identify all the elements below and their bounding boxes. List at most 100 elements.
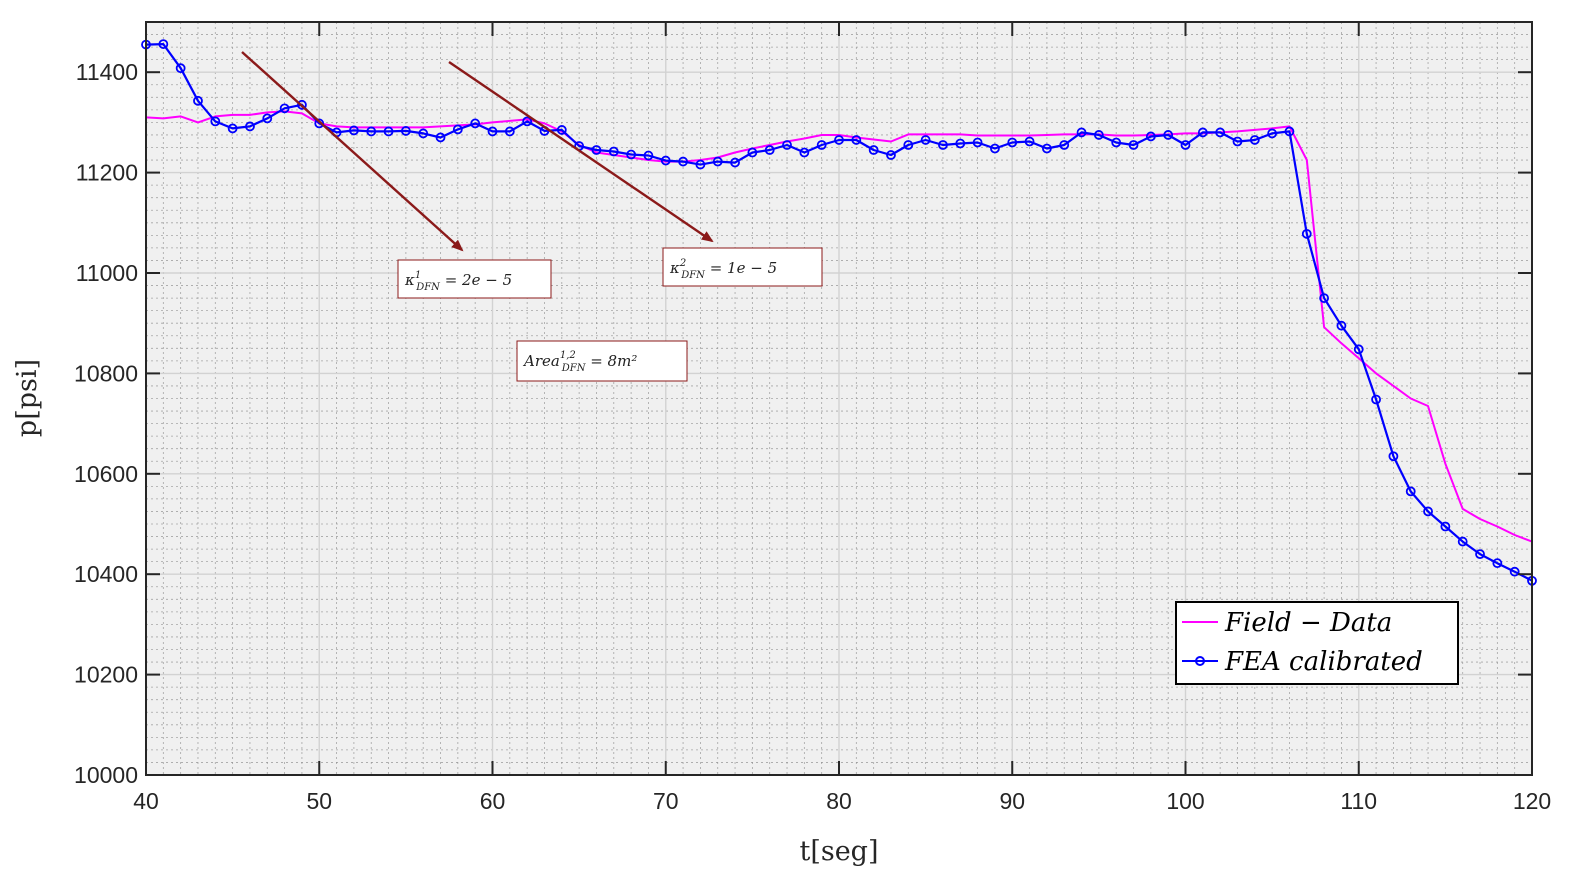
y-tick-label: 11000	[76, 260, 138, 286]
data-point	[418, 128, 429, 139]
data-point	[626, 149, 636, 160]
x-tick-label: 110	[1340, 788, 1377, 814]
data-point	[297, 99, 307, 110]
x-tick-label: 50	[306, 788, 332, 814]
data-point	[158, 39, 169, 49]
data-point	[1197, 127, 1208, 138]
data-point	[1336, 320, 1347, 331]
data-point	[782, 140, 792, 150]
data-point	[452, 124, 463, 135]
data-point	[1059, 140, 1070, 150]
data-point	[1388, 451, 1399, 462]
data-point	[643, 150, 654, 161]
data-point	[764, 145, 775, 155]
x-tick-label: 80	[826, 788, 852, 814]
data-point	[487, 126, 498, 137]
data-point	[193, 95, 203, 106]
data-point	[1163, 130, 1174, 140]
data-point	[1353, 344, 1364, 355]
y-tick-label: 11200	[76, 160, 138, 186]
data-point	[747, 147, 758, 158]
data-point	[1440, 521, 1451, 532]
legend: Field − Data FEA calibrated	[1175, 601, 1459, 685]
data-point	[1509, 566, 1520, 577]
series-line-fea-calibrated	[145, 42, 1533, 582]
data-point	[851, 135, 862, 145]
data-point	[712, 156, 723, 167]
x-tick-labels: 40 50 60 70 80 90 100 110 120	[133, 788, 1551, 814]
data-point	[400, 126, 411, 136]
data-point	[262, 113, 273, 124]
data-point	[834, 135, 844, 145]
data-point	[1475, 549, 1485, 560]
legend-label-fea: FEA calibrated	[1224, 647, 1423, 677]
data-point	[1093, 130, 1104, 140]
x-tick-label: 40	[133, 788, 159, 814]
data-point	[1232, 136, 1243, 147]
minor-grid	[146, 21, 1532, 775]
data-point	[678, 156, 688, 167]
data-point	[348, 125, 359, 136]
data-point	[1076, 127, 1087, 138]
data-point	[1457, 536, 1468, 547]
data-point	[245, 121, 255, 132]
data-point	[470, 118, 481, 129]
y-tick-label: 10400	[74, 561, 138, 587]
data-point	[1249, 135, 1260, 145]
annotation-area-text: Area1,2 DFN = 8m²	[522, 350, 637, 374]
x-tick-label: 120	[1513, 788, 1551, 814]
data-point	[799, 147, 810, 158]
data-point	[1024, 136, 1035, 147]
data-point	[1267, 128, 1278, 139]
data-point	[1007, 137, 1018, 148]
data-point	[591, 145, 602, 155]
data-point	[435, 132, 446, 143]
data-point	[1180, 140, 1191, 150]
data-point	[730, 157, 740, 168]
data-point	[1284, 126, 1295, 137]
legend-box	[1175, 601, 1459, 685]
data-point	[227, 123, 238, 134]
series-layer	[141, 39, 1537, 586]
annotation-kappa1-text: κ1 DFN = 2e − 5	[404, 270, 512, 293]
data-point	[210, 116, 221, 127]
data-point	[504, 126, 515, 137]
y-tick-label: 10000	[74, 762, 138, 788]
x-tick-label: 70	[653, 788, 679, 814]
data-point	[1042, 143, 1052, 154]
data-point	[314, 118, 325, 129]
series-line-field-data	[145, 110, 1533, 543]
data-point	[1319, 293, 1329, 304]
data-point	[1128, 140, 1139, 150]
x-tick-label: 90	[999, 788, 1025, 814]
y-tick-label: 10200	[74, 662, 138, 688]
annotation-kappa2-text: κ2 DFN = 1e − 5	[669, 258, 777, 281]
y-tick-labels: 10000 10200 10400 10600 10800 11000 11200 11400	[74, 59, 138, 788]
data-point	[938, 140, 948, 150]
annotation-kappa2: κ2 DFN = 1e − 5	[662, 247, 823, 287]
data-point	[1405, 486, 1416, 497]
data-point	[522, 116, 533, 127]
data-point	[955, 138, 966, 149]
data-point	[868, 145, 879, 155]
annotation-kappa1: κ1 DFN = 2e − 5	[397, 259, 552, 299]
data-point	[279, 103, 290, 114]
data-point	[1111, 137, 1122, 148]
annotation-area: Area1,2 DFN = 8m²	[516, 340, 688, 382]
data-point	[903, 140, 914, 150]
data-point	[972, 137, 983, 148]
data-point	[1371, 394, 1381, 405]
data-point	[1145, 131, 1156, 142]
data-point	[990, 143, 1000, 154]
data-point	[1423, 506, 1433, 517]
x-axis-label: t[seg]	[799, 836, 878, 867]
x-tick-label: 100	[1166, 788, 1204, 814]
tick-marks	[145, 22, 1533, 776]
data-point	[383, 126, 394, 137]
annotation-arrow-kappa1	[241, 51, 464, 252]
data-point	[1301, 228, 1312, 239]
data-point	[695, 159, 706, 170]
data-point	[920, 135, 931, 145]
y-tick-label: 10800	[74, 360, 138, 386]
